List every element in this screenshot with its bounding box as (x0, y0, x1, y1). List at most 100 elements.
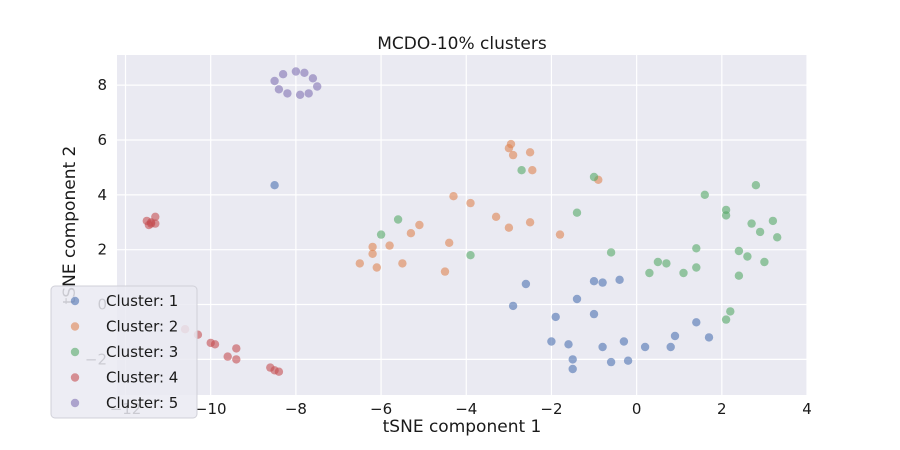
data-point (760, 257, 769, 267)
data-point (751, 181, 761, 190)
data-point (466, 198, 475, 208)
data-point (445, 238, 454, 247)
data-point (517, 166, 526, 175)
data-point (372, 263, 381, 272)
data-point (768, 216, 778, 226)
legend-label: Cluster: 5 (106, 394, 178, 412)
data-points (142, 67, 782, 376)
y-tick-label: 4 (97, 186, 107, 204)
data-point (679, 268, 688, 278)
data-point (406, 229, 416, 238)
data-point (528, 166, 537, 175)
x-tick-label: 2 (717, 400, 727, 418)
data-point (449, 192, 458, 201)
data-point (598, 278, 607, 287)
data-point (504, 223, 514, 232)
y-tick-label: 6 (97, 131, 107, 149)
data-point (704, 333, 714, 342)
legend-label: Cluster: 4 (106, 369, 178, 387)
data-point (368, 242, 377, 252)
data-point (755, 227, 765, 237)
data-point (734, 246, 744, 256)
x-tick-label: −4 (455, 400, 477, 418)
data-point (525, 148, 535, 157)
data-point (223, 352, 232, 361)
legend-items: Cluster: 1 Cluster: 2 Cluster: 3 Cluster: 4… (70, 292, 178, 412)
y-tick-label: 8 (97, 76, 107, 94)
data-point (653, 257, 663, 267)
data-point (598, 342, 607, 352)
data-point (692, 318, 701, 327)
data-point (232, 344, 241, 353)
data-point (589, 309, 599, 319)
x-tick-label: −2 (540, 400, 562, 418)
data-point (568, 364, 577, 374)
legend-marker (70, 347, 80, 357)
data-point (508, 301, 518, 311)
data-point (304, 89, 313, 98)
data-point (773, 233, 782, 242)
data-point (589, 277, 599, 286)
data-point (355, 259, 364, 268)
chart-title: MCDO-10% clusters (377, 34, 547, 54)
legend: Cluster: 1 Cluster: 2 Cluster: 3 Cluster: 4… (50, 285, 198, 419)
data-point (270, 76, 279, 86)
data-point (747, 219, 756, 228)
legend-label: Cluster: 1 (106, 292, 178, 310)
data-point (645, 268, 654, 278)
series-cluster-1 (270, 181, 714, 374)
data-point (274, 367, 284, 376)
data-point (623, 356, 633, 365)
series-cluster-3 (376, 166, 782, 324)
data-point (721, 315, 731, 324)
x-axis-title: tSNE component 1 (383, 417, 542, 437)
data-point (398, 259, 407, 268)
data-point (692, 244, 701, 253)
data-point (734, 271, 744, 280)
data-point (743, 252, 752, 261)
series-cluster-5 (270, 67, 322, 100)
x-tick-label: −10 (195, 400, 227, 418)
data-point (270, 181, 279, 190)
x-tick-label: −6 (370, 400, 392, 418)
data-point (491, 212, 501, 221)
data-point (232, 355, 241, 364)
data-point (274, 85, 284, 94)
data-point (589, 172, 599, 182)
data-point (568, 355, 577, 364)
legend-marker (70, 322, 80, 331)
data-point (662, 259, 671, 268)
x-tick-label: 4 (802, 400, 812, 418)
data-point (521, 279, 531, 289)
data-point (619, 337, 629, 346)
data-point (506, 139, 516, 149)
data-point (670, 331, 680, 341)
grid-lines (117, 55, 808, 395)
legend-marker (70, 373, 80, 382)
data-point (606, 248, 616, 257)
data-point (278, 70, 288, 79)
data-point (700, 190, 709, 199)
data-point (440, 267, 450, 276)
data-point (151, 219, 160, 228)
series-cluster-2 (355, 139, 603, 276)
legend-label: Cluster: 2 (106, 318, 178, 336)
legend-marker (70, 296, 80, 306)
data-point (376, 230, 386, 239)
data-point (726, 307, 735, 316)
x-tick-label: 0 (632, 400, 642, 418)
legend-marker (70, 398, 80, 408)
data-point (606, 357, 616, 367)
plot-area (117, 55, 807, 395)
data-point (466, 251, 475, 260)
y-tick-label: 2 (97, 241, 107, 259)
data-point (525, 218, 535, 227)
data-point (144, 220, 154, 230)
data-point (640, 342, 650, 352)
y-axis-title: tSNE component 2 (60, 146, 80, 305)
data-point (615, 275, 624, 284)
legend-label: Cluster: 3 (106, 343, 178, 361)
data-point (547, 337, 556, 346)
data-point (291, 67, 301, 76)
